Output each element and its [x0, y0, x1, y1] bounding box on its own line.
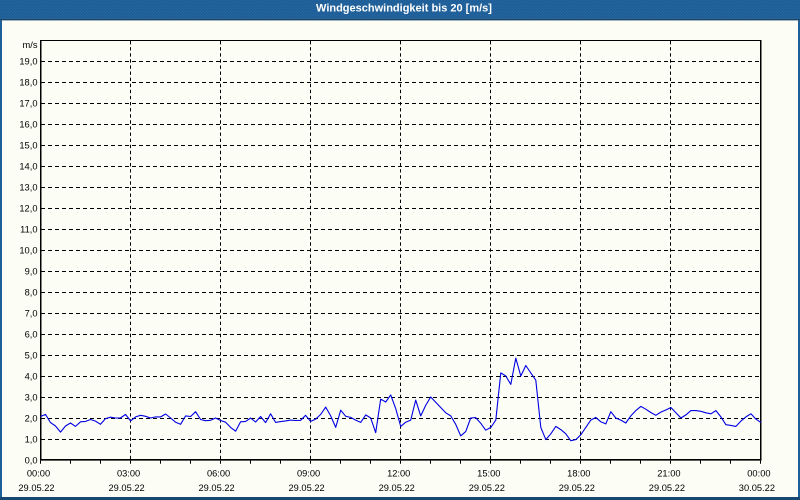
- svg-text:29.05.22: 29.05.22: [198, 483, 234, 493]
- svg-text:30.05.22: 30.05.22: [739, 483, 775, 493]
- svg-text:18,0: 18,0: [19, 77, 37, 87]
- svg-text:11,0: 11,0: [20, 224, 37, 234]
- svg-text:21:00: 21:00: [657, 469, 680, 479]
- svg-text:13,0: 13,0: [19, 182, 37, 192]
- svg-text:06:00: 06:00: [207, 469, 230, 479]
- svg-text:10,0: 10,0: [19, 245, 37, 255]
- svg-text:Windgeschwindigkeit bis 20 [m/: Windgeschwindigkeit bis 20 [m/s]: [316, 3, 492, 15]
- svg-text:17,0: 17,0: [19, 98, 37, 108]
- svg-text:29.05.22: 29.05.22: [469, 483, 505, 493]
- svg-text:00:00: 00:00: [747, 469, 770, 479]
- svg-text:2,0: 2,0: [25, 413, 38, 423]
- svg-text:3,0: 3,0: [25, 392, 38, 402]
- svg-text:1,0: 1,0: [25, 434, 38, 444]
- svg-text:5,0: 5,0: [25, 350, 38, 360]
- svg-text:29.05.22: 29.05.22: [649, 483, 685, 493]
- svg-text:09:00: 09:00: [297, 469, 320, 479]
- svg-text:18:00: 18:00: [567, 469, 590, 479]
- svg-text:19,0: 19,0: [19, 56, 37, 66]
- svg-text:6,0: 6,0: [25, 329, 38, 339]
- svg-text:16,0: 16,0: [19, 119, 37, 129]
- svg-text:7,0: 7,0: [25, 308, 38, 318]
- svg-text:12,0: 12,0: [19, 203, 37, 213]
- svg-text:12:00: 12:00: [387, 469, 410, 479]
- svg-text:03:00: 03:00: [117, 469, 140, 479]
- svg-text:14,0: 14,0: [19, 161, 37, 171]
- svg-text:15:00: 15:00: [477, 469, 500, 479]
- svg-text:m/s: m/s: [23, 40, 38, 50]
- svg-text:4,0: 4,0: [25, 371, 38, 381]
- svg-text:00:00: 00:00: [27, 469, 50, 479]
- svg-text:15,0: 15,0: [19, 140, 37, 150]
- svg-text:0,0: 0,0: [25, 455, 38, 465]
- svg-text:8,0: 8,0: [25, 287, 38, 297]
- svg-text:29.05.22: 29.05.22: [288, 483, 324, 493]
- svg-text:29.05.22: 29.05.22: [108, 483, 144, 493]
- svg-text:29.05.22: 29.05.22: [379, 483, 415, 493]
- svg-text:29.05.22: 29.05.22: [18, 483, 54, 493]
- svg-text:9,0: 9,0: [25, 266, 38, 276]
- svg-text:29.05.22: 29.05.22: [559, 483, 595, 493]
